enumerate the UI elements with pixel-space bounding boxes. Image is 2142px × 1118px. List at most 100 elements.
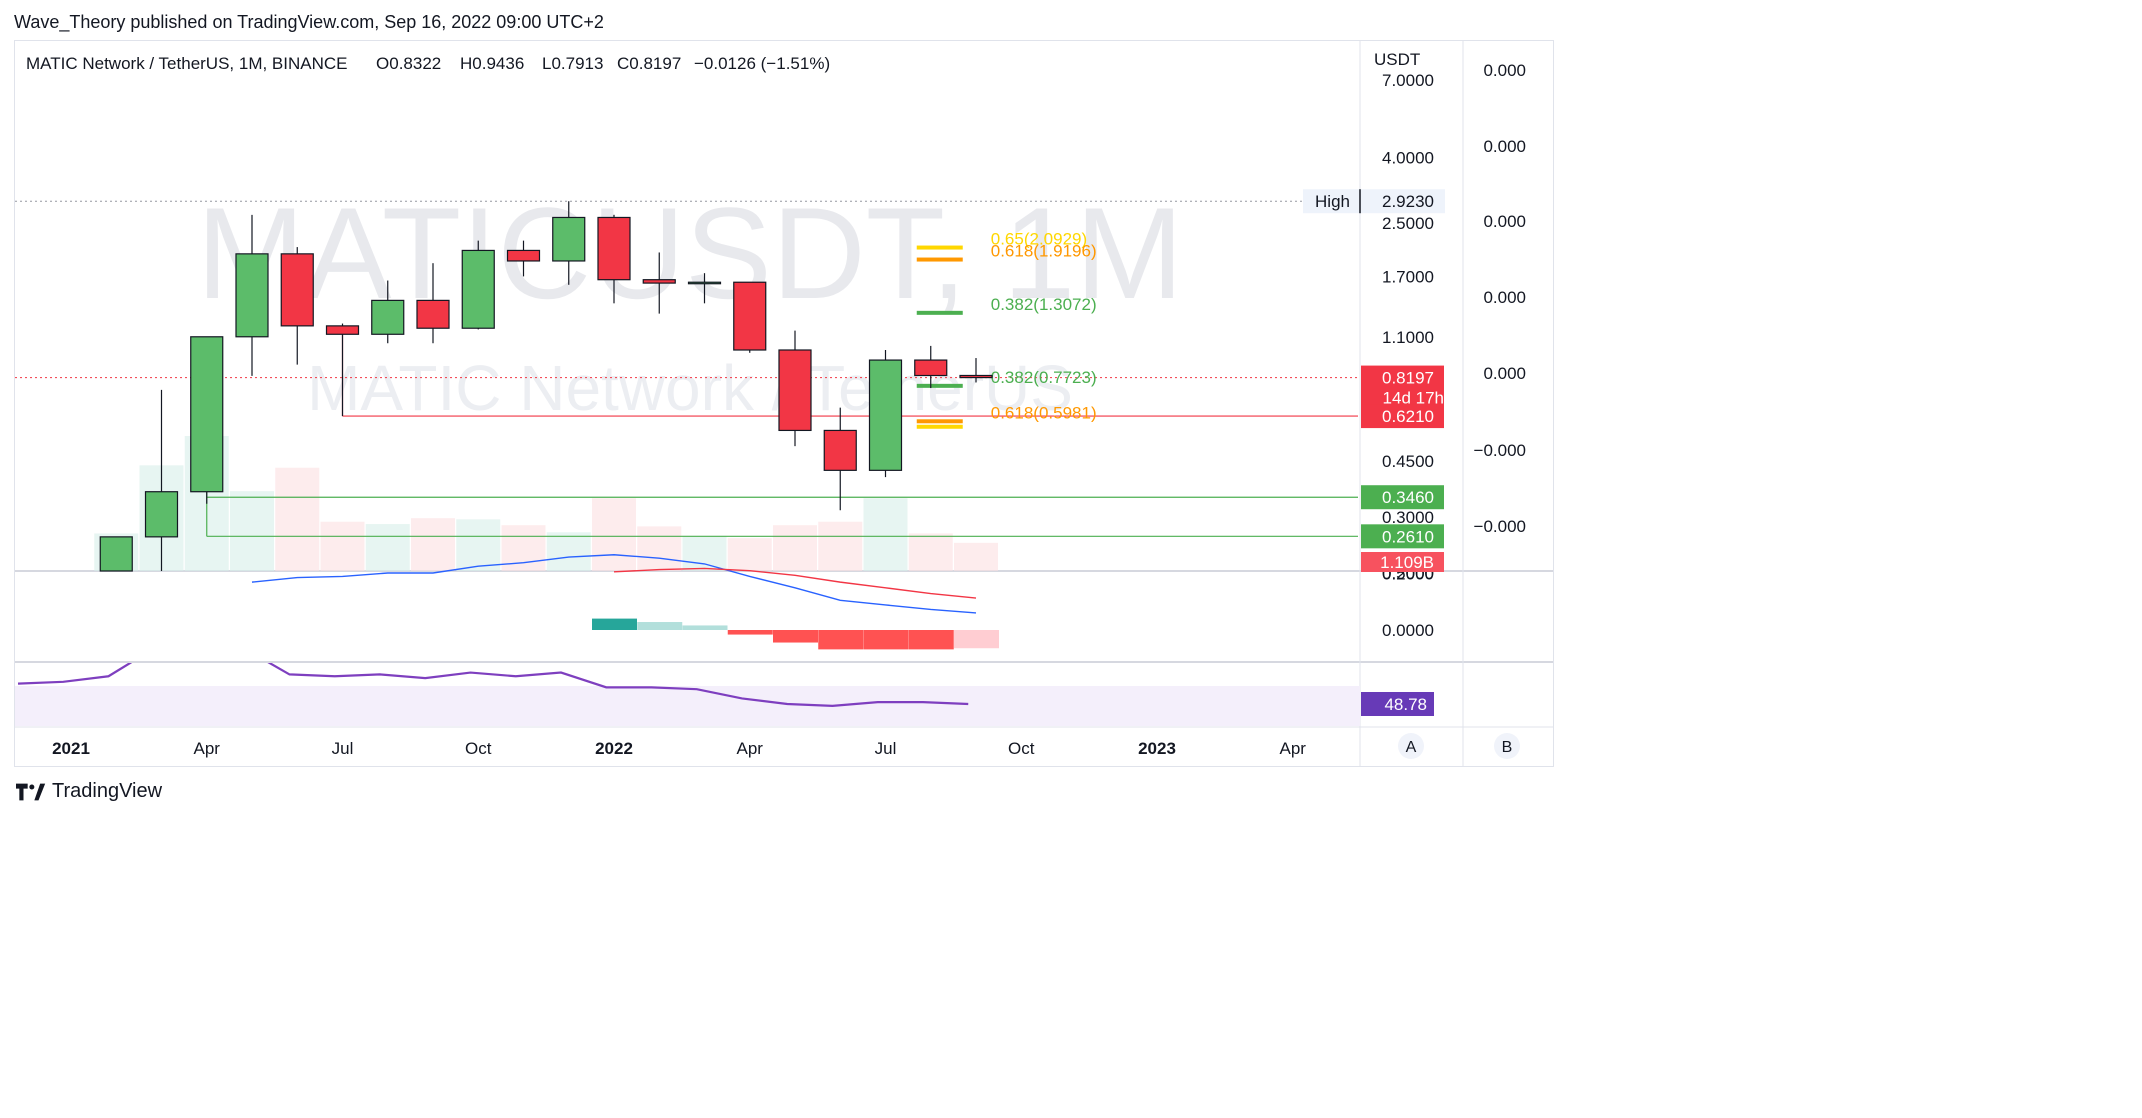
bullish-candle-body: [235, 253, 269, 338]
fib-level-label: 0.382(1.3072): [991, 295, 1097, 314]
x-tick-label: Jul: [332, 739, 354, 758]
volume-bar: [727, 538, 772, 571]
x-tick-label: Oct: [465, 739, 492, 758]
b-scale-button[interactable]: B: [1494, 733, 1520, 759]
fib-level-bar: [916, 419, 963, 424]
candle: [461, 240, 495, 330]
price-badge: [1361, 524, 1444, 549]
high-marker-label: High: [1315, 192, 1350, 211]
x-tick-label: 2021: [52, 739, 90, 758]
bullish-candle-body: [687, 281, 722, 285]
legend-line: MATIC Network / TetherUS, 1M, BINANCE O0…: [26, 54, 830, 73]
candle: [778, 330, 812, 447]
macd-tick-label: 0.0000: [1382, 621, 1434, 640]
bullish-candle-body: [461, 249, 495, 329]
candle: [868, 350, 903, 478]
bearish-candle-body: [778, 349, 812, 432]
axes: 7.0000 4.0000 2.5000 1.7000 1.1000 0.4500 0.30…: [52, 61, 1526, 758]
open-value: 0.8322: [389, 54, 441, 73]
y-tick-label: 0.4500: [1382, 452, 1434, 471]
volume-bars: [94, 436, 998, 571]
candle: [99, 536, 133, 572]
volume-bar: [320, 521, 365, 571]
fib-level-label: 0.618(1.9196): [991, 242, 1097, 261]
candle: [280, 247, 314, 365]
candle: [914, 345, 948, 389]
candle: [506, 240, 541, 277]
x-tick-label: Apr: [737, 739, 764, 758]
horizontal-levels: [15, 200, 1358, 537]
secondary-y-tick-label: 0.000: [1483, 212, 1526, 231]
b-scale-button-bg: [1494, 733, 1520, 759]
fib-level-label: 0.382(0.7723): [991, 368, 1097, 387]
y-tick-label: 1.1000: [1382, 328, 1434, 347]
fib-level-bar: [916, 383, 963, 388]
y-tick-label: 2.5000: [1382, 214, 1434, 233]
fib-level-bar: [916, 310, 963, 315]
chart-frame: [14, 40, 1554, 767]
bearish-candle-body: [823, 429, 857, 471]
macd-histogram-bar: [818, 630, 864, 650]
secondary-y-tick-label: 0.000: [1483, 137, 1526, 156]
candle: [144, 389, 179, 571]
volume-bar: [365, 524, 410, 571]
candle: [687, 273, 722, 304]
x-tick-label: 2023: [1138, 739, 1176, 758]
x-tick-label: Apr: [194, 739, 221, 758]
volume-bar: [637, 526, 682, 571]
bullish-candle-body: [190, 336, 224, 493]
change-value: −0.0126 (−1.51%): [694, 54, 830, 73]
signal-line: [613, 567, 977, 599]
bullish-candle-body: [99, 536, 133, 572]
price-badge-value: 0.2610: [1382, 527, 1434, 546]
candles: [99, 201, 993, 572]
secondary-y-tick-label: −0.000: [1474, 517, 1526, 536]
chart-canvas[interactable]: MATICUSDT, 1M MATIC Network / TetherUS 0…: [0, 0, 1560, 814]
volume-bar: [954, 542, 998, 571]
price-badge-value: 0.8197: [1382, 369, 1434, 388]
symbol-line: MATIC Network / TetherUS, 1M, BINANCE: [26, 54, 348, 73]
price-badge: [1361, 485, 1444, 510]
price-badge-value: 0.3460: [1382, 488, 1434, 507]
price-badge: [1361, 404, 1444, 429]
watermark-symbol: MATICUSDT, 1M: [196, 180, 1183, 326]
close-value: 0.8197: [629, 54, 681, 73]
close-label: C: [617, 54, 629, 73]
watermark-name: MATIC Network / TetherUS: [307, 352, 1073, 424]
candle: [235, 214, 269, 376]
auto-scale-label: A: [1406, 739, 1417, 756]
macd-histogram-bar: [908, 630, 954, 650]
volume-badge-value: 1.109B: [1380, 553, 1434, 572]
high-marker-bg: [1303, 189, 1445, 214]
bearish-candle-body: [733, 281, 767, 351]
x-tick-label: Apr: [1280, 739, 1307, 758]
volume-bar: [546, 532, 591, 571]
open-label: O: [376, 54, 389, 73]
macd-histogram-bar: [954, 630, 999, 649]
y-tick-label: 1.7000: [1382, 267, 1434, 286]
secondary-y-tick-label: 0.000: [1483, 364, 1526, 383]
footer-brand: TradingView: [52, 780, 163, 802]
volume-bar: [592, 498, 636, 571]
macd-histogram-bar: [592, 618, 637, 630]
bearish-candle-body: [325, 325, 360, 335]
currency-label: USDT: [1374, 50, 1420, 69]
macd-histogram-bar: [727, 630, 773, 635]
rsi-pane: 48.78: [15, 663, 1434, 726]
rsi-line: [17, 663, 969, 707]
b-scale-label: B: [1502, 739, 1513, 756]
rsi-band: [15, 686, 1360, 726]
volume-bar: [456, 519, 501, 571]
candle: [823, 407, 857, 511]
auto-scale-button[interactable]: A: [1398, 733, 1424, 759]
macd-histogram-bar: [637, 622, 683, 630]
rsi-badge: [1361, 692, 1434, 716]
candle: [325, 323, 360, 417]
volume-bar: [275, 467, 320, 571]
x-tick-label: Jul: [875, 739, 897, 758]
secondary-y-tick-label: −0.000: [1474, 441, 1526, 460]
x-tick-label: 2022: [595, 739, 633, 758]
bullish-candle-body: [868, 359, 903, 471]
auto-scale-button-bg: [1398, 733, 1424, 759]
x-tick-label: Oct: [1008, 739, 1035, 758]
